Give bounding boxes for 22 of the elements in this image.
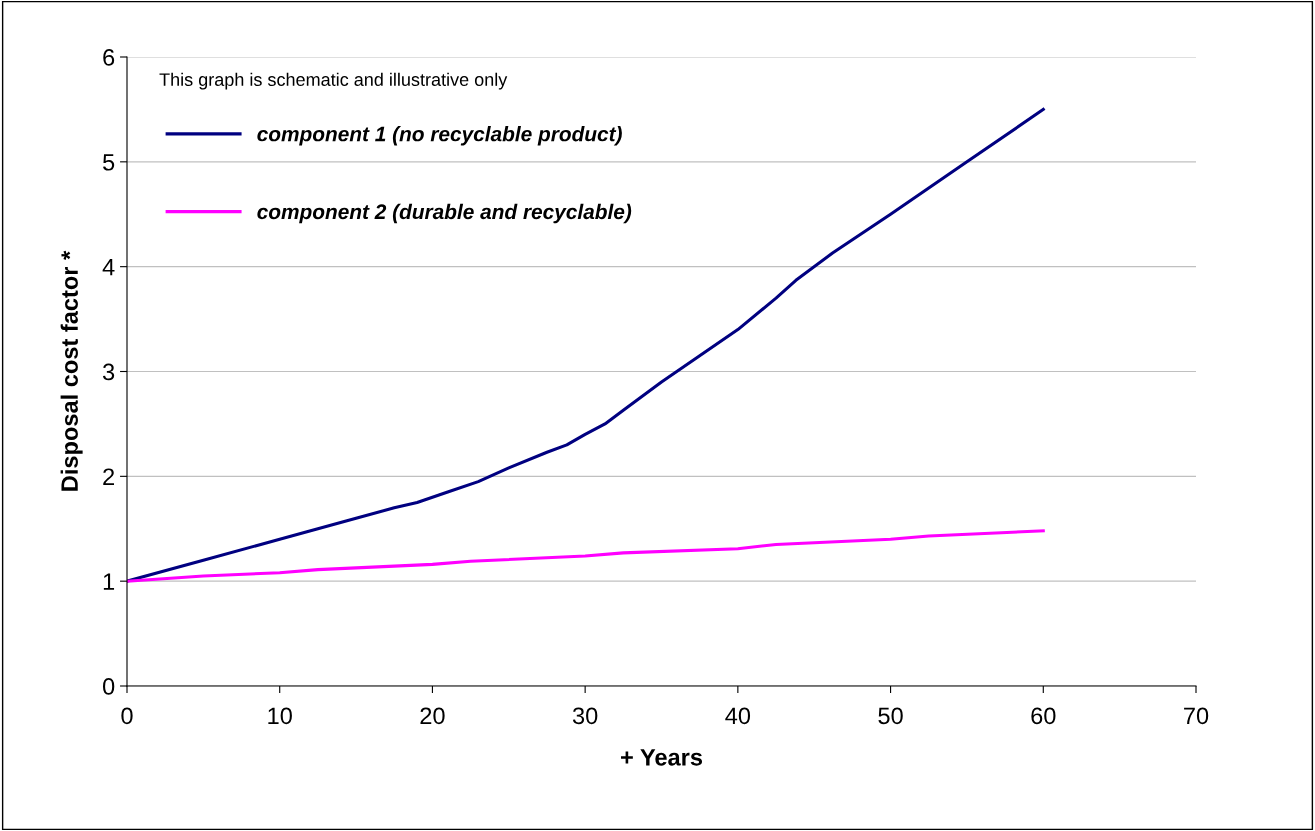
x-tick-label: 60 (1031, 707, 1056, 725)
x-tick-label: 0 (121, 707, 133, 725)
x-tick-label: 50 (878, 707, 903, 725)
x-tick-label: 70 (1184, 707, 1209, 725)
y-tick-label: 0 (102, 678, 115, 695)
y-axis-title: Disposal cost factor * (60, 250, 83, 491)
x-tick-label: 40 (725, 707, 751, 725)
y-tick-label: 5 (103, 154, 115, 171)
x-tick-label: 30 (572, 707, 598, 725)
x-tick-label: 10 (268, 707, 292, 725)
line-series (127, 529, 1045, 583)
x-axis-title: + Years (621, 749, 703, 766)
legend-label: component 2 (durable and recyclable) (257, 203, 632, 224)
line-series (127, 107, 1045, 583)
y-tick-label: 2 (103, 468, 115, 485)
y-tick-label: 6 (103, 49, 115, 66)
x-tick-label: 20 (420, 707, 445, 725)
y-tick-label: 3 (102, 363, 115, 381)
y-tick-label: 4 (102, 258, 115, 276)
annotation: This graph is schematic and illustrative only (159, 72, 508, 90)
legend-label: component 1 (no recyclable product) (257, 126, 622, 146)
y-tick-label: 1 (103, 573, 115, 590)
